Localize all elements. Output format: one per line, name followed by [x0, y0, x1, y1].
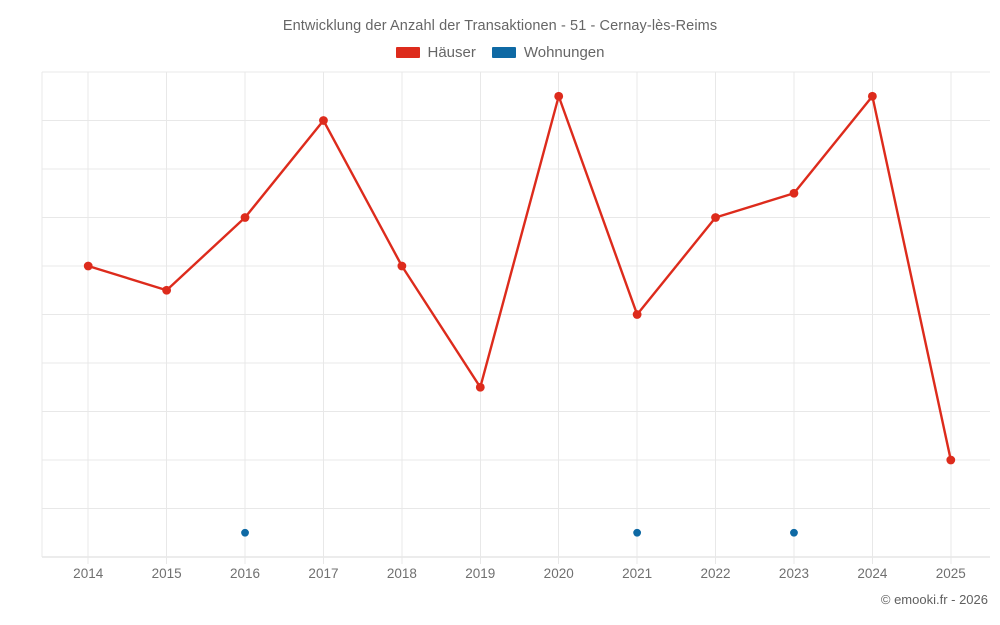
legend-swatch-icon-hauser: [395, 47, 420, 58]
data-point-marker[interactable]: [633, 528, 642, 537]
data-point-marker[interactable]: [711, 213, 720, 222]
data-point-marker[interactable]: [241, 528, 249, 537]
legend-item-wohnungen[interactable]: Wohnungen: [491, 44, 605, 61]
legend-label-wohnungen: Wohnungen: [523, 44, 605, 61]
footer-credit: © emooki.fr - 2026: [880, 592, 988, 607]
data-point-marker[interactable]: [475, 382, 485, 392]
data-point-marker[interactable]: [789, 188, 799, 198]
series-line-1: [87, 95, 952, 462]
data-point-marker[interactable]: [240, 213, 250, 222]
data-point-marker[interactable]: [867, 91, 877, 101]
data-point-marker[interactable]: [162, 285, 172, 295]
gridlines: [41, 71, 990, 564]
data-series-layer: [83, 91, 956, 537]
data-point-marker[interactable]: [946, 455, 956, 465]
chart-title: Entwicklung der Anzahl der Transaktionen…: [282, 18, 718, 34]
data-point-marker[interactable]: [397, 261, 407, 271]
data-point-marker[interactable]: [632, 310, 642, 319]
data-point-marker[interactable]: [554, 91, 564, 101]
data-point-marker[interactable]: [319, 116, 328, 125]
legend-swatch-icon-wohnungen: [491, 47, 516, 58]
chart-legend: Häuser Wohnungen: [0, 44, 1000, 61]
data-point-marker[interactable]: [790, 528, 798, 537]
data-point-marker[interactable]: [83, 261, 93, 271]
legend-item-hauser[interactable]: Häuser: [395, 44, 476, 61]
legend-label-hauser: Häuser: [427, 44, 476, 61]
